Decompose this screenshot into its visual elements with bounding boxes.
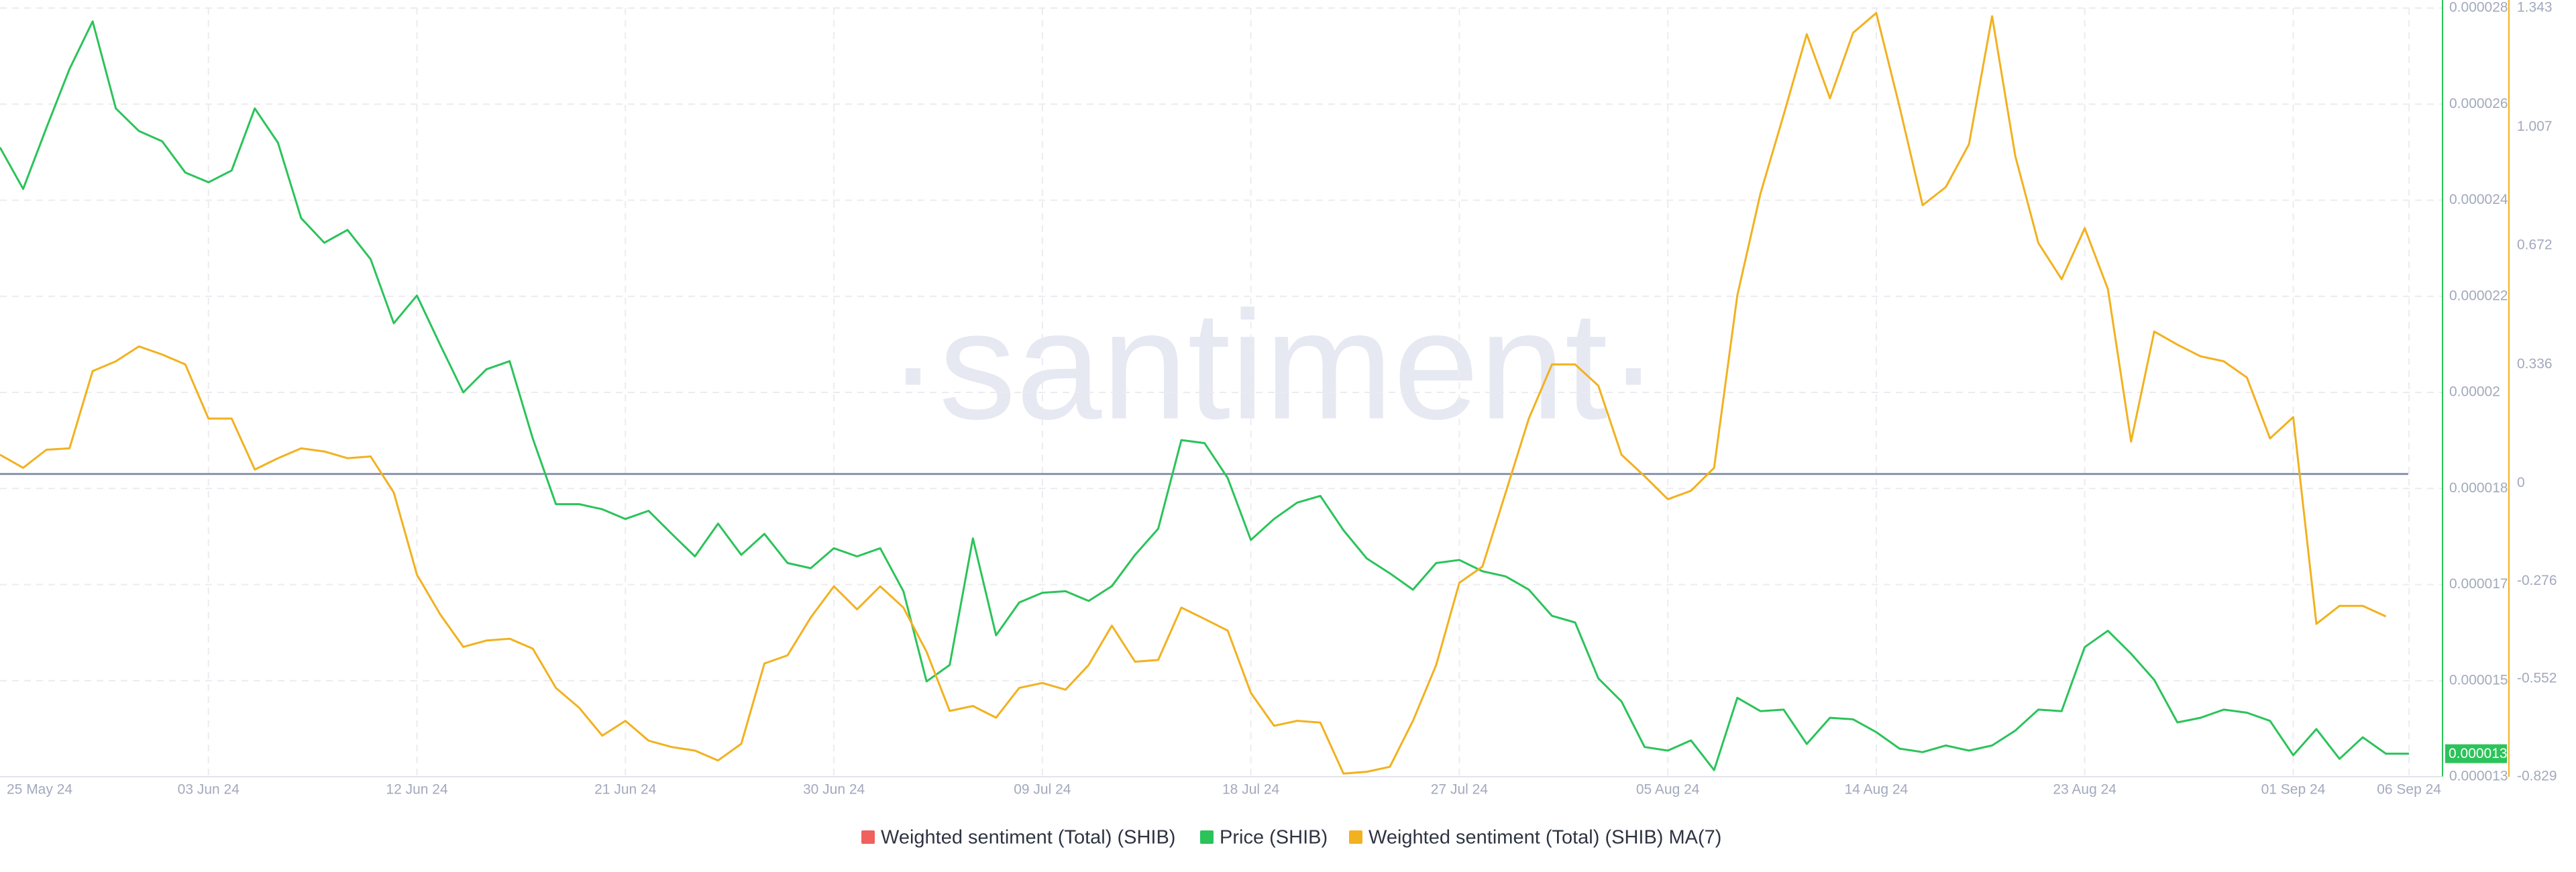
x-tick-label: 14 Aug 24 bbox=[1845, 782, 1909, 798]
x-tick-label: 21 Jun 24 bbox=[594, 782, 657, 798]
x-tick-label: 09 Jul 24 bbox=[1014, 782, 1071, 798]
legend-swatch bbox=[1349, 830, 1362, 844]
y-tick-label: 0.000017 bbox=[2449, 576, 2508, 592]
x-tick-label: 01 Sep 24 bbox=[2261, 782, 2326, 798]
y-tick-label: 0.000013 bbox=[2449, 769, 2508, 784]
y-tick-label: 0.000015 bbox=[2449, 672, 2508, 688]
x-tick-label: 06 Sep 24 bbox=[2377, 782, 2441, 798]
x-tick-label: 12 Jun 24 bbox=[386, 782, 448, 798]
x-tick-label: 23 Aug 24 bbox=[2053, 782, 2116, 798]
last-value-badge bbox=[2445, 744, 2507, 763]
legend-label: Weighted sentiment (Total) (SHIB) bbox=[881, 827, 1175, 849]
y2-tick-label: -0.552 bbox=[2517, 670, 2557, 686]
watermark: ·santiment· bbox=[888, 279, 1659, 451]
series-line bbox=[0, 20, 2410, 771]
y2-tick-label: 1.343 bbox=[2517, 0, 2553, 15]
y-tick-label: 0.000024 bbox=[2449, 192, 2508, 207]
y2-tick-label: -0.829 bbox=[2517, 769, 2557, 784]
last-value-label: 0.000013 bbox=[2449, 746, 2508, 761]
y2-tick-label: 0.672 bbox=[2517, 237, 2553, 253]
y2-tick-label: 1.007 bbox=[2517, 119, 2553, 134]
legend-label: Weighted sentiment (Total) (SHIB) MA(7) bbox=[1368, 827, 1721, 849]
x-tick-label: 30 Jun 24 bbox=[803, 782, 865, 798]
y2-tick-label: -0.276 bbox=[2517, 573, 2557, 588]
y2-tick-label: 0.336 bbox=[2517, 356, 2553, 372]
y-tick-label: 0.00002 bbox=[2449, 384, 2500, 400]
y2-tick-label: 0 bbox=[2517, 475, 2525, 490]
x-tick-label: 03 Jun 24 bbox=[178, 782, 240, 798]
y-tick-label: 0.000026 bbox=[2449, 96, 2508, 111]
legend-swatch bbox=[1200, 830, 1214, 844]
x-tick-label: 05 Aug 24 bbox=[1636, 782, 1700, 798]
x-tick-label: 18 Jul 24 bbox=[1222, 782, 1280, 798]
legend-swatch bbox=[861, 830, 875, 844]
legend-label: Price (SHIB) bbox=[1220, 827, 1328, 849]
x-tick-label: 25 May 24 bbox=[7, 782, 72, 798]
x-tick-label: 27 Jul 24 bbox=[1431, 782, 1489, 798]
y-tick-label: 0.000022 bbox=[2449, 288, 2508, 303]
y-tick-label: 0.000028 bbox=[2449, 0, 2508, 15]
series-line bbox=[0, 11, 2387, 775]
y-tick-label: 0.000018 bbox=[2449, 480, 2508, 496]
